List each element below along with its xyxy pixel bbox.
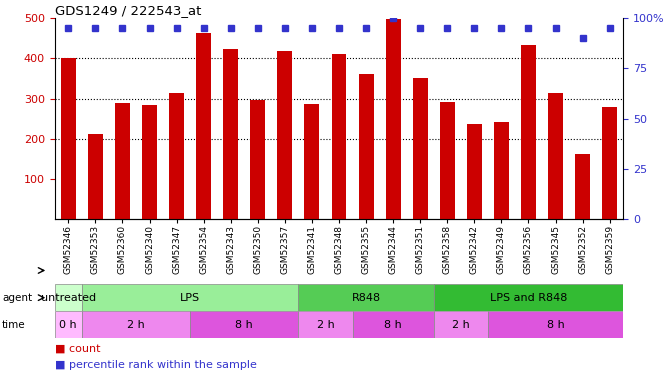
Text: 8 h: 8 h	[384, 320, 402, 330]
Text: LPS and R848: LPS and R848	[490, 293, 567, 303]
Bar	[494, 122, 509, 219]
Text: 2 h: 2 h	[317, 320, 335, 330]
Bar	[353, 311, 434, 338]
Bar	[115, 103, 130, 219]
Bar	[169, 93, 184, 219]
Bar	[413, 78, 428, 219]
Bar	[190, 311, 299, 338]
Text: LPS: LPS	[180, 293, 200, 303]
Bar	[467, 124, 482, 219]
Bar	[603, 106, 617, 219]
Bar	[82, 284, 299, 311]
Bar	[55, 311, 82, 338]
Bar	[575, 154, 590, 219]
Bar	[434, 284, 623, 311]
Bar	[277, 51, 293, 219]
Bar	[359, 74, 373, 219]
Bar	[440, 102, 455, 219]
Bar	[385, 19, 401, 219]
Bar	[88, 134, 103, 219]
Text: ■ count: ■ count	[55, 344, 100, 354]
Bar	[196, 33, 211, 219]
Bar	[142, 105, 157, 219]
Bar	[331, 54, 347, 219]
Bar	[299, 311, 353, 338]
Text: 8 h: 8 h	[235, 320, 253, 330]
Bar	[521, 45, 536, 219]
Bar	[488, 311, 623, 338]
Text: 0 h: 0 h	[59, 320, 77, 330]
Text: GDS1249 / 222543_at: GDS1249 / 222543_at	[55, 4, 201, 17]
Bar	[305, 104, 319, 219]
Bar	[548, 93, 563, 219]
Text: 2 h: 2 h	[127, 320, 145, 330]
Text: untreated: untreated	[41, 293, 96, 303]
Text: R848: R848	[351, 293, 381, 303]
Bar	[223, 50, 238, 219]
Bar	[61, 58, 75, 219]
Text: agent: agent	[2, 293, 32, 303]
Bar	[55, 284, 82, 311]
Text: ■ percentile rank within the sample: ■ percentile rank within the sample	[55, 360, 257, 370]
Bar	[299, 284, 434, 311]
Bar	[250, 100, 265, 219]
Text: 2 h: 2 h	[452, 320, 470, 330]
Bar	[434, 311, 488, 338]
Text: time: time	[2, 320, 25, 330]
Text: 8 h: 8 h	[546, 320, 564, 330]
Bar	[82, 311, 190, 338]
